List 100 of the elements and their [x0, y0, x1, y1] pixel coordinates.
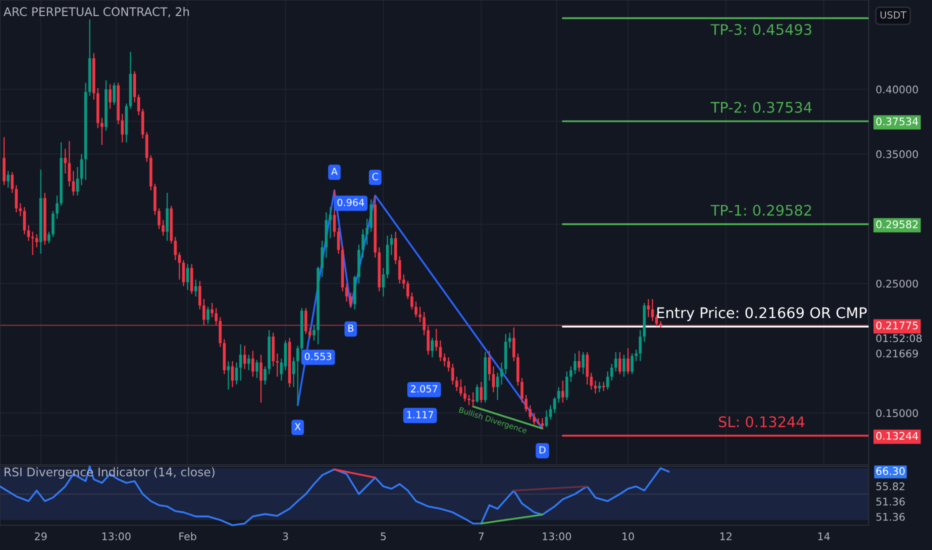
candlestick	[52, 210, 54, 238]
candlestick	[251, 350, 254, 378]
text: 55.82	[876, 482, 904, 490]
candlestick	[23, 206, 26, 235]
candlestick	[120, 113, 124, 143]
candlestick	[394, 231, 397, 265]
candlestick	[414, 301, 418, 318]
annotation: 2.057	[410, 385, 438, 392]
candlestick	[178, 252, 181, 280]
x-tick-label: 3	[282, 532, 288, 540]
candlestick	[398, 256, 402, 284]
candlestick	[362, 228, 364, 258]
candlestick	[451, 363, 454, 386]
candlestick	[570, 366, 572, 382]
candlestick	[312, 324, 316, 342]
candlestick	[76, 166, 79, 196]
candlestick	[284, 340, 287, 371]
candlestick	[27, 224, 30, 242]
candlestick	[162, 220, 165, 236]
candlestick	[68, 140, 71, 187]
candlestick	[304, 308, 308, 335]
candlestick	[422, 311, 426, 336]
candlestick	[634, 348, 638, 362]
candlestick	[72, 170, 75, 196]
y-tick-label: 0.37534	[876, 117, 918, 126]
candlestick	[528, 404, 532, 420]
x-tick-label: 10	[622, 532, 634, 540]
candlestick	[174, 236, 177, 261]
candlestick	[308, 326, 312, 338]
candlestick	[496, 372, 499, 401]
candlestick	[56, 194, 59, 220]
text: 01:52:08	[876, 334, 922, 342]
y-tick-label: 0.15000	[876, 409, 918, 418]
annotation: 0.553	[304, 352, 332, 360]
candlestick	[18, 202, 22, 217]
candlestick	[247, 354, 250, 371]
text: 0.21669	[876, 350, 918, 358]
candlestick	[536, 418, 540, 426]
candlestick	[182, 260, 185, 287]
candlestick	[606, 370, 610, 390]
candlestick	[439, 340, 442, 362]
text: 51.36	[876, 512, 905, 521]
candlestick	[80, 154, 83, 186]
annotation: C	[372, 172, 378, 180]
candlestick	[549, 404, 552, 420]
annotation: B	[348, 324, 354, 332]
candlestick	[370, 198, 373, 232]
text: ARC PERPETUAL CONTRACT, 2h	[4, 6, 189, 18]
candlestick	[198, 280, 202, 310]
candlestick	[508, 332, 512, 349]
candlestick	[651, 298, 654, 322]
candlestick	[402, 274, 406, 290]
annotation: D	[540, 446, 546, 454]
y-tick-label: 0.21775	[876, 321, 918, 330]
x-tick-label: 5	[380, 532, 386, 540]
series-label: TP-3: 0.45493	[710, 24, 812, 36]
candlestick	[582, 352, 585, 375]
candlestick	[622, 354, 626, 378]
annotation: X	[294, 423, 301, 430]
x-tick-label: 14	[818, 532, 830, 540]
series-label: SL: 0.13244	[718, 416, 804, 428]
candlestick	[133, 70, 136, 103]
candlestick	[214, 308, 218, 326]
candlestick	[447, 356, 450, 372]
candlestick	[618, 352, 622, 375]
candlestick	[190, 264, 194, 294]
y-tick-label: 0.25000	[876, 280, 918, 288]
candlestick	[434, 328, 438, 352]
candlestick	[100, 117, 104, 146]
annotation: 1.117	[407, 411, 434, 418]
candlestick	[472, 392, 474, 408]
candlestick	[598, 381, 601, 393]
candlestick	[476, 384, 479, 404]
candlestick	[231, 360, 234, 388]
candlestick	[292, 356, 296, 388]
candlestick	[276, 352, 279, 378]
candlestick	[186, 264, 190, 291]
candlestick	[48, 231, 50, 244]
x-tick-label: Feb	[179, 532, 196, 540]
candlestick	[590, 372, 593, 390]
candlestick	[366, 218, 368, 246]
series-label: TP-1: 0.29582	[710, 204, 811, 216]
candlestick	[260, 354, 262, 404]
candlestick	[194, 279, 198, 298]
x-tick-label: 29	[34, 532, 47, 540]
y-tick-label: 0.29582	[876, 220, 918, 228]
candlestick	[500, 362, 504, 386]
candlestick	[2, 136, 6, 186]
candlestick	[646, 298, 650, 318]
candlestick	[243, 345, 246, 370]
series-label: Entry Price: 0.21669 OR CMP	[657, 306, 867, 322]
candlestick	[35, 234, 38, 248]
candlestick	[468, 394, 470, 406]
candlestick	[255, 359, 258, 379]
candlestick	[578, 350, 581, 372]
candlestick	[206, 306, 210, 324]
x-tick-label: 12	[720, 532, 732, 540]
candlestick	[382, 267, 385, 298]
candlestick	[345, 282, 348, 302]
candlestick	[337, 227, 340, 254]
